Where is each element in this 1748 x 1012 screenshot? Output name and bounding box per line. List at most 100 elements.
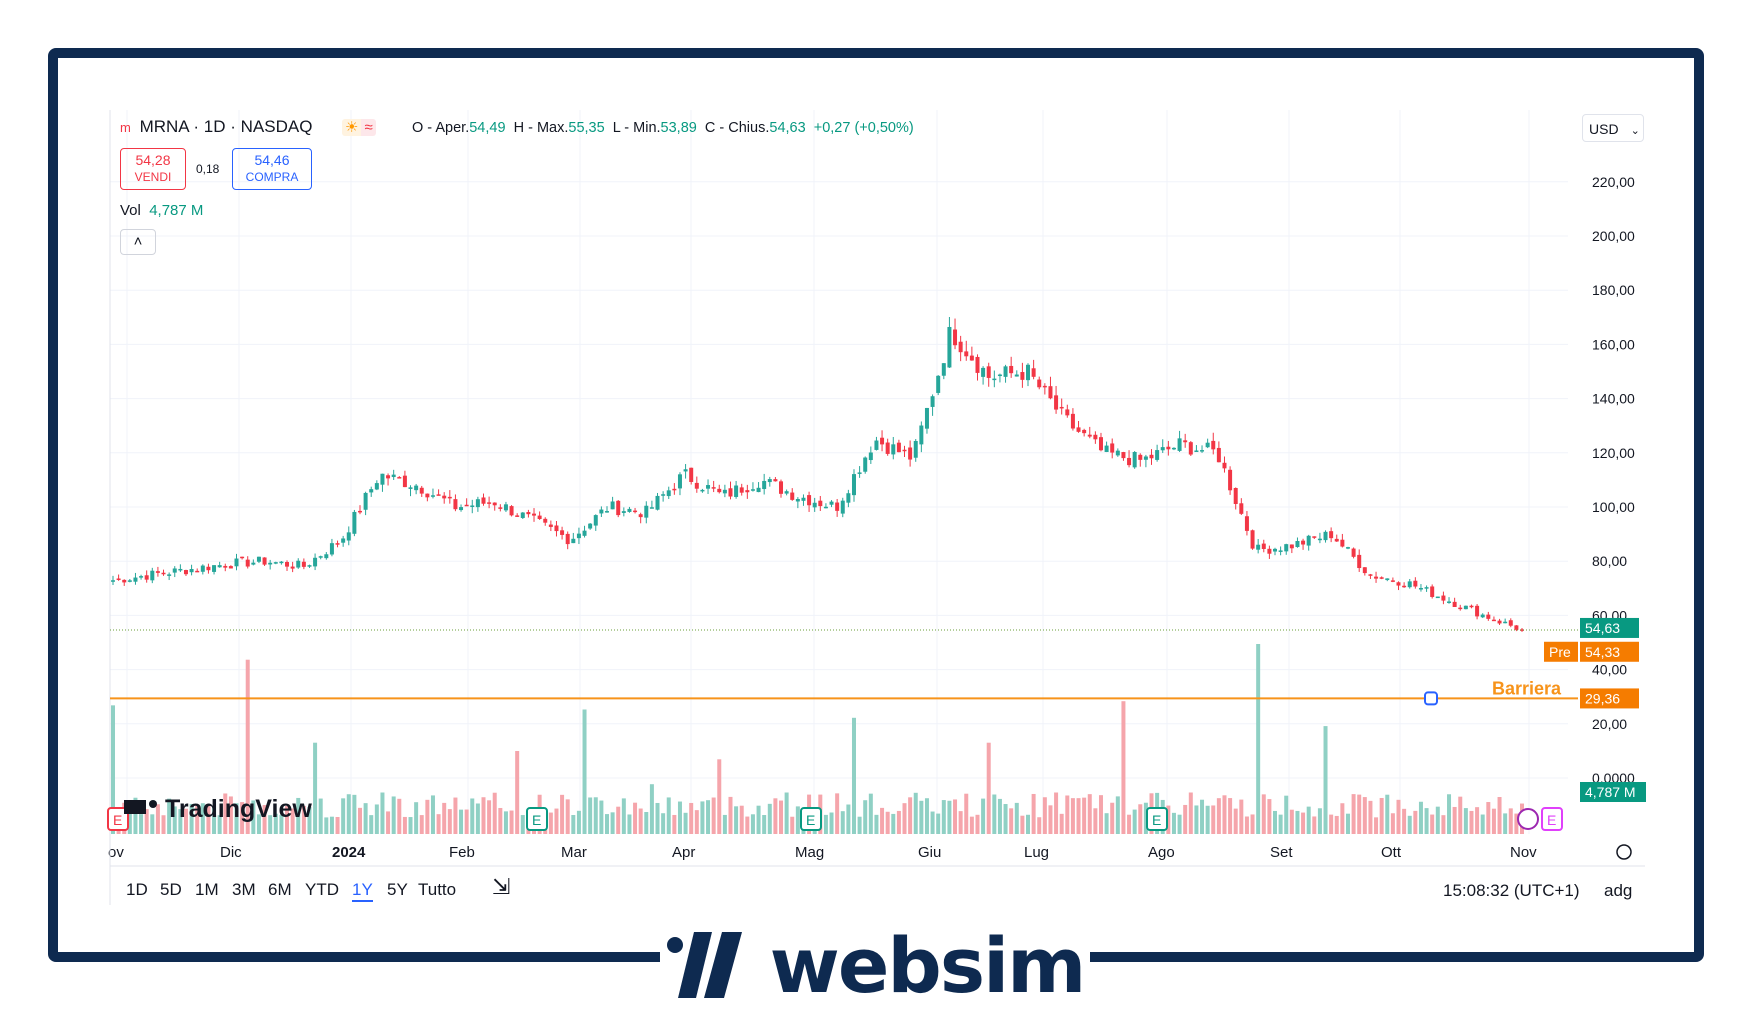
- candle-body: [857, 472, 862, 474]
- volume-bar: [167, 798, 172, 834]
- candle-body: [357, 510, 362, 513]
- volume-bar: [1065, 795, 1070, 834]
- candle-body: [930, 396, 935, 407]
- volume-bar: [1362, 797, 1367, 834]
- candle-body: [447, 496, 452, 499]
- sell-button[interactable]: 54,28 VENDI: [120, 148, 186, 190]
- volume-bar: [1278, 814, 1283, 834]
- change-value: +0,27 (+0,50%): [813, 120, 914, 136]
- candle-body: [1138, 454, 1143, 460]
- volume-bar: [560, 794, 565, 834]
- barrier-price-tag-bg: [1580, 688, 1639, 709]
- volume-bar: [1127, 814, 1132, 834]
- range-button-ytd[interactable]: YTD: [305, 880, 339, 899]
- volume-bar: [627, 814, 632, 834]
- candle-body: [178, 568, 183, 571]
- candle-body: [801, 497, 806, 501]
- volume-bar: [1031, 793, 1036, 834]
- tradingview-wordmark: TradingView: [165, 795, 312, 823]
- volume-bar: [846, 804, 851, 834]
- candle-body: [936, 375, 941, 393]
- candle-body: [638, 514, 643, 518]
- volume-bar: [1323, 726, 1328, 834]
- candle-body: [464, 504, 469, 507]
- range-button-3m[interactable]: 3M: [232, 880, 256, 899]
- volume-tag-bg: [1580, 782, 1646, 802]
- collapse-legend-button[interactable]: ˄: [120, 229, 156, 255]
- volume-bar: [1076, 798, 1081, 834]
- volume-bar: [683, 812, 688, 834]
- candle-body: [1104, 445, 1109, 452]
- time-tick-label: Mar: [561, 844, 587, 861]
- volume-bar: [969, 816, 974, 834]
- candle-body: [717, 488, 722, 493]
- adjust-toggle[interactable]: adg: [1604, 881, 1633, 900]
- candle-body: [1143, 456, 1148, 460]
- volume-bar: [1295, 810, 1300, 834]
- volume-bar: [896, 810, 901, 834]
- low-value: 53,89: [660, 120, 697, 136]
- tradingview-logo: TradingView: [124, 795, 312, 823]
- candle-body: [1020, 372, 1025, 380]
- volume-bar: [447, 809, 452, 834]
- range-button-5y[interactable]: 5Y: [387, 880, 408, 899]
- volume-bar: [1087, 794, 1092, 834]
- price-tick-label: 220,00: [1592, 174, 1635, 190]
- candle-body: [655, 495, 660, 510]
- volume-bar: [1054, 792, 1059, 834]
- range-button-6m[interactable]: 6M: [268, 880, 292, 899]
- range-button-1d[interactable]: 1D: [126, 880, 148, 899]
- volume-bar: [1497, 796, 1502, 834]
- volume-bar: [666, 797, 671, 834]
- candle-body: [992, 378, 997, 381]
- volume-bar: [936, 813, 941, 834]
- volume-bar: [576, 810, 581, 834]
- candle-body: [1418, 588, 1423, 590]
- candle-body: [644, 505, 649, 518]
- range-button-5d[interactable]: 5D: [160, 880, 182, 899]
- candle-body: [1351, 548, 1356, 557]
- symbol-row: m MRNA · 1D · NASDAQ: [120, 117, 312, 137]
- time-tick-label: Feb: [449, 844, 475, 861]
- candle-body: [1357, 554, 1362, 569]
- volume-bar: [750, 814, 755, 834]
- candle-body: [335, 543, 340, 545]
- candle-body: [1205, 442, 1210, 448]
- candle-body: [560, 530, 565, 535]
- candle-body: [329, 543, 334, 555]
- candle-body: [722, 489, 727, 494]
- range-button-1m[interactable]: 1M: [195, 880, 219, 899]
- volume-bar: [593, 797, 598, 834]
- volume-bar: [1037, 817, 1042, 834]
- volume-bar: [436, 814, 441, 834]
- candle-body: [969, 355, 974, 361]
- candle-body: [1228, 469, 1233, 491]
- volume-bar: [1183, 804, 1188, 834]
- volume-bar: [1284, 795, 1289, 834]
- currency-select[interactable]: USD ⌄: [1582, 114, 1644, 142]
- time-tick-label: Mag: [795, 844, 824, 861]
- range-button-tutto[interactable]: Tutto: [418, 880, 457, 899]
- date-range-icon[interactable]: ⇲: [492, 874, 511, 899]
- candle-body: [953, 329, 958, 346]
- candle-body: [1390, 580, 1395, 582]
- range-button-1y[interactable]: 1Y: [352, 880, 373, 902]
- volume-bar: [604, 814, 609, 834]
- volume-bar: [459, 809, 464, 834]
- candle-body: [1491, 619, 1496, 622]
- volume-bar: [240, 802, 245, 834]
- candle-body: [318, 556, 323, 558]
- symbol-title[interactable]: MRNA · 1D · NASDAQ: [139, 117, 313, 136]
- buy-button[interactable]: 54,46 COMPRA: [232, 148, 312, 190]
- volume-bar: [1104, 813, 1109, 834]
- candle-body: [195, 570, 200, 573]
- candle-body: [779, 481, 784, 494]
- candle-body: [1155, 450, 1160, 460]
- symbol-logo-icon: m: [120, 120, 131, 135]
- candle-body: [734, 485, 739, 497]
- candle-body: [1160, 447, 1165, 451]
- volume-bar: [941, 800, 946, 834]
- volume-bar: [380, 792, 385, 834]
- candle-body: [1368, 574, 1373, 576]
